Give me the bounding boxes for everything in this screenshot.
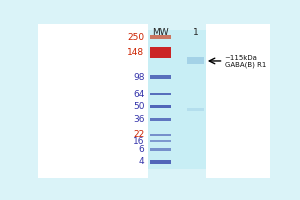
FancyBboxPatch shape: [206, 24, 270, 178]
FancyBboxPatch shape: [38, 24, 148, 178]
FancyBboxPatch shape: [148, 30, 206, 169]
FancyBboxPatch shape: [150, 148, 171, 151]
FancyBboxPatch shape: [150, 93, 171, 95]
FancyBboxPatch shape: [150, 134, 171, 136]
Text: 50: 50: [133, 102, 145, 111]
FancyBboxPatch shape: [150, 140, 171, 142]
Text: 148: 148: [127, 48, 145, 57]
Text: ~115kDa: ~115kDa: [225, 55, 257, 61]
Text: 1: 1: [193, 28, 199, 37]
FancyBboxPatch shape: [188, 57, 204, 64]
Text: 64: 64: [133, 90, 145, 99]
FancyBboxPatch shape: [150, 105, 171, 108]
Text: 98: 98: [133, 73, 145, 82]
Text: 22: 22: [133, 130, 145, 139]
FancyBboxPatch shape: [150, 47, 171, 58]
Text: 250: 250: [127, 33, 145, 42]
FancyBboxPatch shape: [150, 35, 171, 39]
Text: 36: 36: [133, 115, 145, 124]
FancyBboxPatch shape: [188, 108, 204, 111]
Text: 6: 6: [139, 145, 145, 154]
FancyBboxPatch shape: [150, 118, 171, 121]
Text: MW: MW: [152, 28, 169, 37]
Text: GABA(B) R1: GABA(B) R1: [225, 61, 266, 68]
FancyBboxPatch shape: [150, 75, 171, 79]
FancyBboxPatch shape: [150, 160, 171, 164]
Text: 16: 16: [133, 137, 145, 146]
Text: 4: 4: [139, 157, 145, 166]
